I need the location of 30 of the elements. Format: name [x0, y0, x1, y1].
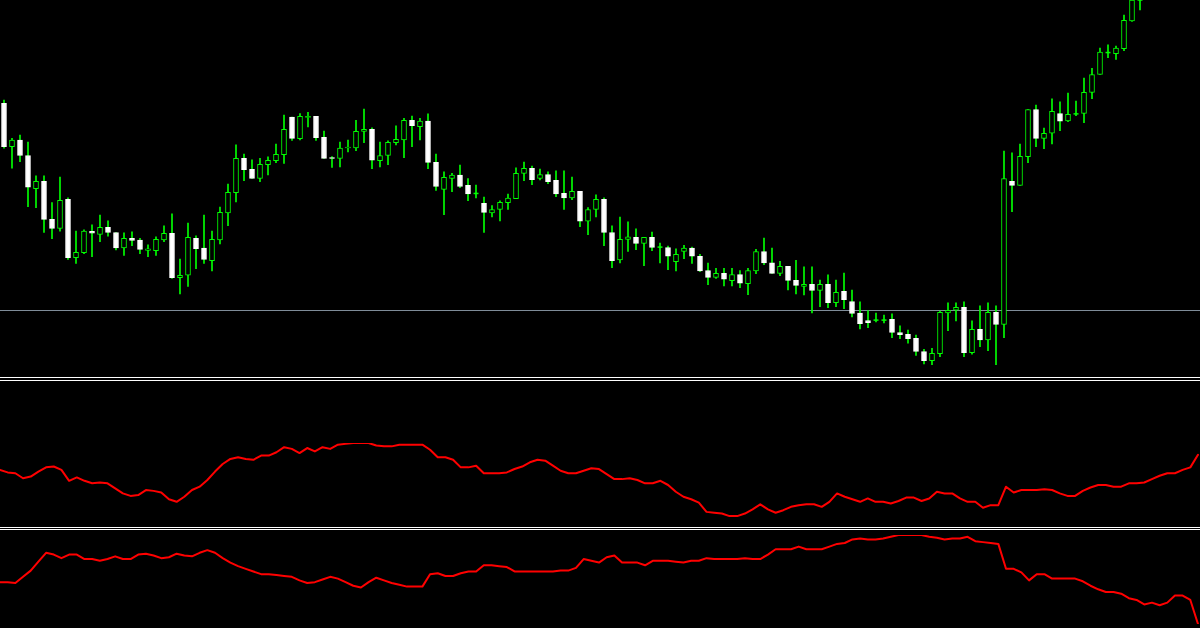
candlestick: [73, 230, 79, 264]
candlestick: [993, 305, 999, 365]
candlestick: [9, 138, 15, 169]
candlestick: [201, 214, 207, 264]
candlestick: [561, 170, 567, 210]
candlestick: [393, 125, 399, 146]
candlestick: [953, 302, 959, 322]
candlestick: [865, 310, 871, 329]
candlestick: [377, 141, 383, 168]
candlestick: [361, 108, 367, 144]
candlestick: [409, 115, 415, 148]
candlestick: [1072, 100, 1080, 117]
candlestick: [345, 139, 351, 153]
candlestick: [801, 266, 807, 296]
candlestick: [449, 173, 455, 192]
candlestick: [945, 302, 951, 332]
candlestick: [177, 258, 183, 295]
candlestick: [1136, 0, 1144, 11]
candlestick: [809, 266, 815, 314]
candlestick: [1009, 152, 1015, 213]
candlestick: [145, 244, 151, 257]
candlestick: [89, 224, 95, 257]
candlestick: [793, 259, 799, 295]
candlestick: [129, 231, 135, 246]
candlestick: [841, 272, 847, 310]
candlestick: [1065, 92, 1071, 122]
candlestick: [897, 325, 903, 340]
candlestick: [641, 236, 647, 267]
candlestick: [656, 242, 664, 264]
candlestick: [625, 221, 631, 252]
